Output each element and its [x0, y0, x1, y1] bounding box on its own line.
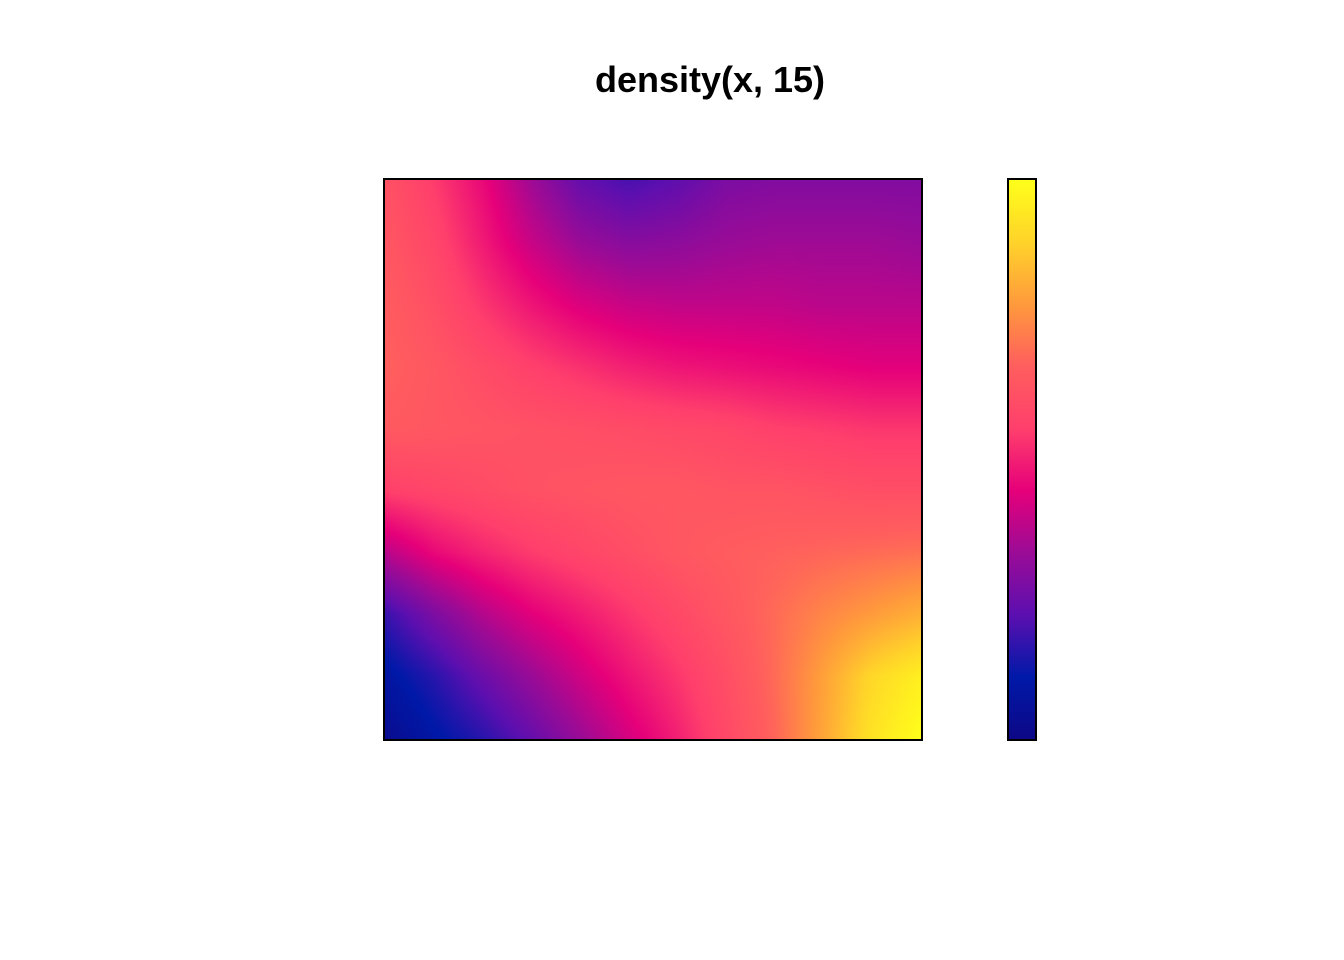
heatmap-image: [385, 180, 921, 739]
chart-title: density(x, 15): [594, 59, 826, 100]
heatmap-panel: [383, 178, 923, 741]
color-ribbon-legend: [1007, 178, 1037, 741]
